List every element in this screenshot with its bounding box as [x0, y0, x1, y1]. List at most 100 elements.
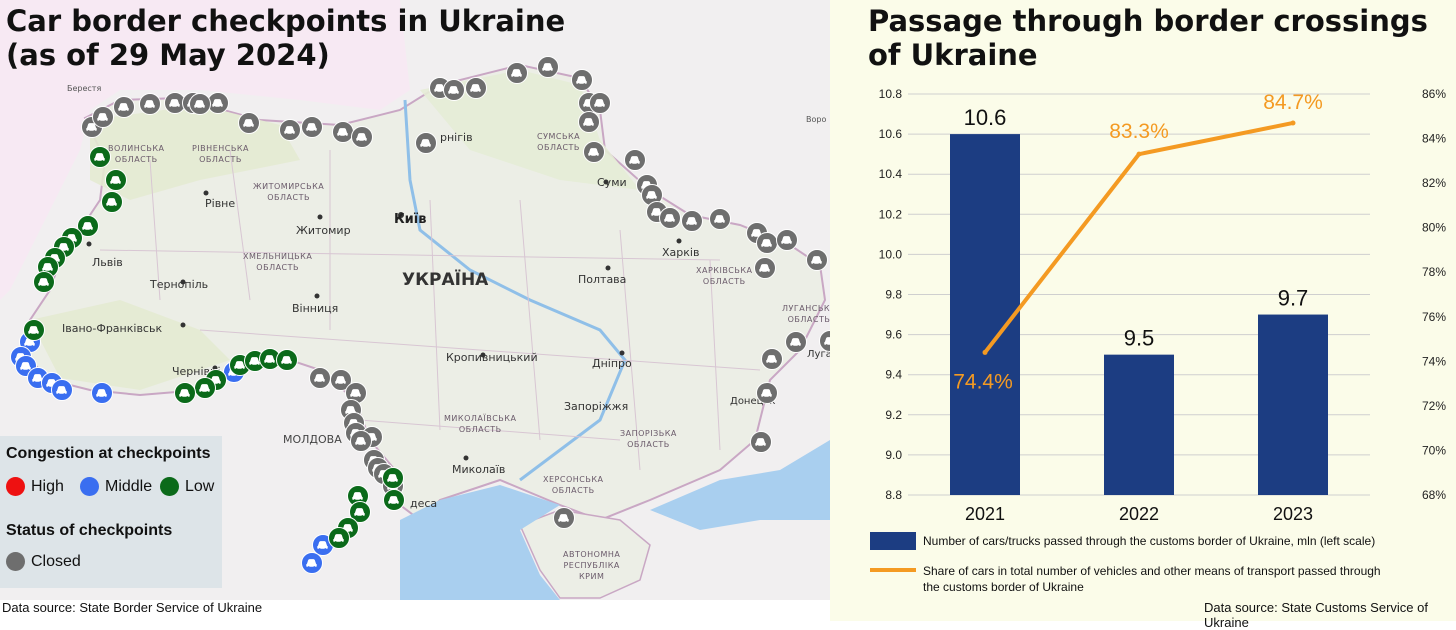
- share-value-label: 83.3%: [1109, 120, 1169, 143]
- high-dot-icon: [6, 477, 25, 496]
- checkpoint-closed-icon[interactable]: [465, 77, 487, 99]
- y-right-tick-label: 76%: [1422, 310, 1446, 324]
- map-label-mykolaiv-obl: МИКОЛАЇВСЬКА ОБЛАСТЬ: [444, 414, 517, 434]
- checkpoint-low-icon[interactable]: [89, 146, 111, 168]
- checkpoint-closed-icon[interactable]: [681, 210, 703, 232]
- legend-line-label-1: Share of cars in total number of vehicle…: [923, 564, 1381, 578]
- y-left-tick-label: 8.8: [885, 488, 902, 502]
- y-left-tick-label: 10.8: [879, 87, 903, 101]
- middle-dot-icon: [80, 477, 99, 496]
- map-label-ivano-frankivsk: Івано-Франківськ: [62, 322, 163, 335]
- checkpoint-closed-icon[interactable]: [641, 184, 663, 206]
- checkpoint-closed-icon[interactable]: [443, 79, 465, 101]
- checkpoint-closed-icon[interactable]: [350, 430, 372, 452]
- map-label-rivne: Рівне: [205, 197, 236, 210]
- map-legend: Congestion at checkpoints High Middle Lo…: [0, 436, 222, 588]
- checkpoint-middle-icon[interactable]: [91, 382, 113, 404]
- checkpoint-low-icon[interactable]: [328, 527, 350, 549]
- checkpoint-middle-icon[interactable]: [301, 552, 323, 574]
- checkpoint-closed-icon[interactable]: [92, 106, 114, 128]
- bar: [1258, 314, 1328, 495]
- checkpoint-closed-icon[interactable]: [537, 56, 559, 78]
- bar-value-label: 10.6: [964, 105, 1007, 130]
- checkpoint-closed-icon[interactable]: [164, 92, 186, 114]
- checkpoint-low-icon[interactable]: [77, 215, 99, 237]
- map-label-moldova: МОЛДОВА: [283, 433, 342, 446]
- checkpoint-closed-icon[interactable]: [189, 93, 211, 115]
- closed-dot-icon: [6, 552, 25, 571]
- checkpoint-low-icon[interactable]: [194, 377, 216, 399]
- map-label-vinnytsia: Вінниця: [292, 302, 339, 315]
- checkpoint-closed-icon[interactable]: [709, 208, 731, 230]
- map-label-dnipro: Дніпро: [592, 357, 632, 370]
- checkpoint-closed-icon[interactable]: [756, 232, 778, 254]
- y-right-tick-label: 68%: [1422, 488, 1446, 502]
- legend-high: High: [6, 477, 64, 496]
- checkpoint-closed-icon[interactable]: [806, 249, 828, 271]
- map-label-volyn-obl: ВОЛИНСЬКА ОБЛАСТЬ: [108, 144, 165, 164]
- y-right-tick-label: 86%: [1422, 87, 1446, 101]
- checkpoint-closed-icon[interactable]: [345, 382, 367, 404]
- checkpoint-closed-icon[interactable]: [750, 431, 772, 453]
- y-right-tick-label: 72%: [1422, 399, 1446, 413]
- map-label-zhytomyr: Житомир: [296, 224, 351, 237]
- checkpoint-low-icon[interactable]: [383, 489, 405, 511]
- legend-closed: Closed: [6, 552, 81, 571]
- y-left-tick-label: 9.0: [885, 448, 902, 462]
- y-right-tick-label: 84%: [1422, 132, 1446, 146]
- checkpoint-low-icon[interactable]: [174, 382, 196, 404]
- checkpoint-low-icon[interactable]: [259, 348, 281, 370]
- map-label-kherson-obl: ХЕРСОНСЬКА ОБЛАСТЬ: [543, 475, 604, 495]
- checkpoint-closed-icon[interactable]: [589, 92, 611, 114]
- map-label-ternopil: Тернопіль: [150, 278, 209, 291]
- checkpoint-low-icon[interactable]: [382, 467, 404, 489]
- legend-high-label: High: [31, 477, 64, 495]
- checkpoint-low-icon[interactable]: [105, 169, 127, 191]
- map-label-kyiv: Київ: [394, 212, 427, 227]
- checkpoint-closed-icon[interactable]: [238, 112, 260, 134]
- legend-middle-label: Middle: [105, 477, 153, 495]
- checkpoint-closed-icon[interactable]: [113, 96, 135, 118]
- checkpoint-closed-icon[interactable]: [139, 93, 161, 115]
- y-left-tick-label: 10.2: [879, 207, 903, 221]
- chart-title-line1: Passage through border crossings: [868, 4, 1428, 38]
- map-label-poltava: Полтава: [578, 273, 627, 286]
- checkpoint-closed-icon[interactable]: [785, 331, 807, 353]
- y-left-tick-label: 9.8: [885, 288, 902, 302]
- checkpoint-closed-icon[interactable]: [624, 149, 646, 171]
- checkpoint-closed-icon[interactable]: [659, 207, 681, 229]
- checkpoint-low-icon[interactable]: [276, 349, 298, 371]
- legend-line-entry: Share of cars in total number of vehicle…: [923, 563, 1443, 595]
- chart-title: Passage through border crossings of Ukra…: [868, 4, 1428, 72]
- y-left-tick-label: 10.4: [879, 167, 903, 181]
- y-right-tick-label: 80%: [1422, 221, 1446, 235]
- checkpoint-closed-icon[interactable]: [553, 507, 575, 529]
- checkpoint-low-icon[interactable]: [101, 191, 123, 213]
- y-right-tick-label: 74%: [1422, 354, 1446, 368]
- checkpoint-closed-icon[interactable]: [761, 348, 783, 370]
- checkpoint-closed-icon[interactable]: [776, 229, 798, 251]
- checkpoint-low-icon[interactable]: [23, 319, 45, 341]
- checkpoint-closed-icon[interactable]: [756, 382, 778, 404]
- checkpoint-low-icon[interactable]: [33, 271, 55, 293]
- map-label-zaporizhzhia: Запоріжжя: [564, 400, 629, 413]
- checkpoint-closed-icon[interactable]: [309, 367, 331, 389]
- share-point: [1136, 151, 1142, 157]
- legend-bar-entry: Number of cars/trucks passed through the…: [870, 532, 1375, 550]
- checkpoint-closed-icon[interactable]: [415, 132, 437, 154]
- checkpoint-closed-icon[interactable]: [351, 126, 373, 148]
- checkpoint-closed-icon[interactable]: [583, 141, 605, 163]
- low-dot-icon: [160, 477, 179, 496]
- checkpoint-closed-icon[interactable]: [301, 116, 323, 138]
- checkpoint-middle-icon[interactable]: [51, 379, 73, 401]
- map-label-crimea: АВТОНОМНА РЕСПУБЛІКА КРИМ: [563, 550, 621, 581]
- legend-line-swatch: [870, 568, 916, 572]
- checkpoint-closed-icon[interactable]: [571, 69, 593, 91]
- checkpoint-low-icon[interactable]: [349, 501, 371, 523]
- checkpoint-closed-icon[interactable]: [578, 111, 600, 133]
- map-label-sumy-obl: СУМСЬКА ОБЛАСТЬ: [537, 132, 581, 152]
- checkpoint-closed-icon[interactable]: [279, 119, 301, 141]
- checkpoint-closed-icon[interactable]: [754, 257, 776, 279]
- map-label-mykolaiv: Миколаїв: [452, 463, 506, 476]
- checkpoint-closed-icon[interactable]: [506, 62, 528, 84]
